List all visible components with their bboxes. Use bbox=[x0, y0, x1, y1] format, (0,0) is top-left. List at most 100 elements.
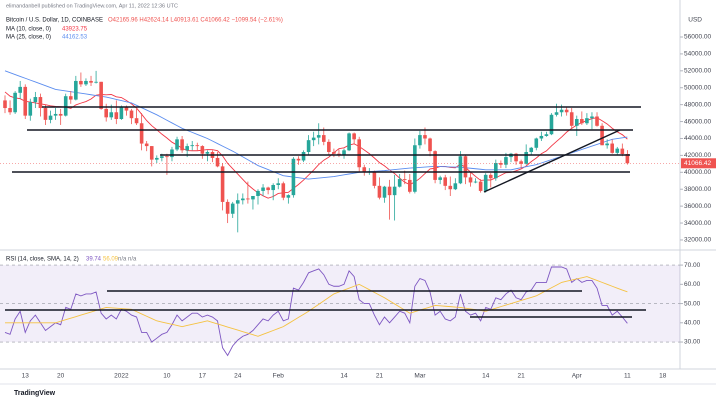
x-tick-label: 17 bbox=[199, 373, 207, 380]
candle-body bbox=[488, 174, 493, 179]
candle-body bbox=[266, 187, 270, 191]
candle-body bbox=[79, 80, 83, 85]
y-tick-label: 50000.00 bbox=[684, 84, 711, 91]
candle-body bbox=[443, 177, 448, 186]
candle-body bbox=[392, 186, 397, 196]
y-tick-label: 30.00 bbox=[684, 339, 701, 346]
candle-body bbox=[514, 153, 518, 162]
candle-body bbox=[494, 163, 498, 179]
candle-body bbox=[357, 139, 361, 168]
candle-body bbox=[185, 146, 189, 151]
candle-body bbox=[468, 177, 473, 183]
candle-body bbox=[3, 100, 7, 109]
trend-line bbox=[483, 129, 621, 193]
legend-value: 43923.75 bbox=[62, 27, 88, 33]
legend-value: 39.74 bbox=[86, 257, 102, 263]
candle-body bbox=[251, 195, 255, 200]
candle-body bbox=[332, 152, 336, 154]
candle-body bbox=[625, 153, 630, 164]
candle-body bbox=[549, 114, 554, 135]
y-tick-label: 46000.00 bbox=[684, 118, 711, 125]
series-line bbox=[4, 70, 628, 180]
legend-extra: n/a n/a bbox=[118, 257, 137, 263]
candle-body bbox=[499, 163, 503, 165]
rsi-title: RSI (14, close, SMA, 14, 2) bbox=[6, 257, 79, 263]
candle-body bbox=[504, 157, 508, 165]
candle-body bbox=[195, 145, 200, 147]
candle-body bbox=[524, 152, 528, 164]
candle-body bbox=[483, 174, 488, 191]
candle-body bbox=[433, 151, 437, 180]
candle-body bbox=[377, 185, 382, 198]
candle-body bbox=[306, 140, 311, 153]
candle-body bbox=[89, 80, 93, 83]
candle-body bbox=[200, 146, 205, 154]
candle-body bbox=[180, 139, 184, 151]
published-note: elimandanbell published on TradingView.c… bbox=[6, 3, 178, 9]
y-tick-label: 44000.00 bbox=[684, 135, 711, 142]
y-tick-label: 42000.00 bbox=[684, 152, 711, 159]
legend-value: 56.09 bbox=[103, 257, 119, 263]
candle-body bbox=[74, 80, 78, 100]
candle-body bbox=[286, 195, 291, 198]
candle-body bbox=[569, 112, 574, 126]
candle-body bbox=[478, 181, 483, 191]
candle-body bbox=[382, 186, 387, 198]
candle-body bbox=[321, 135, 326, 142]
candle-body bbox=[165, 156, 169, 158]
series-line bbox=[4, 266, 628, 357]
candle-body bbox=[539, 135, 544, 139]
candle-body bbox=[99, 81, 103, 109]
candle-body bbox=[84, 80, 88, 85]
candle-body bbox=[402, 179, 407, 180]
candle-body bbox=[463, 156, 468, 178]
candle-body bbox=[271, 184, 275, 191]
legend-value: 44162.53 bbox=[62, 35, 88, 41]
candle-body bbox=[58, 113, 63, 116]
candle-body bbox=[261, 187, 265, 191]
candle-body bbox=[327, 141, 331, 153]
ohlc-legend: O42165.96 H42624.14 L40913.61 C41066.42 … bbox=[108, 18, 283, 24]
candle-body bbox=[23, 86, 28, 116]
candle-body bbox=[63, 96, 68, 116]
candle-body bbox=[352, 133, 356, 140]
candle-body bbox=[246, 198, 250, 200]
candle-body bbox=[149, 146, 154, 160]
x-tick-label: 13 bbox=[22, 373, 30, 380]
candle-body bbox=[544, 134, 549, 136]
y-tick-label: 70.00 bbox=[684, 262, 701, 269]
y-tick-label: 34000.00 bbox=[684, 220, 711, 227]
candle-body bbox=[225, 201, 230, 214]
candle-body bbox=[8, 108, 12, 113]
candle-body bbox=[281, 183, 286, 198]
x-tick-label: 10 bbox=[163, 373, 171, 380]
candle-body bbox=[438, 177, 442, 180]
candle-body bbox=[473, 181, 478, 183]
drawn-annotations bbox=[5, 106, 646, 318]
candle-body bbox=[129, 110, 134, 119]
candle-body bbox=[342, 150, 346, 155]
x-tick-label: Mar bbox=[414, 373, 426, 380]
candle-body bbox=[68, 96, 73, 100]
candle-body bbox=[215, 157, 220, 167]
x-tick-label: 21 bbox=[518, 373, 526, 380]
candle-body bbox=[48, 115, 53, 120]
candle-body bbox=[600, 125, 604, 146]
x-tick-label: 14 bbox=[340, 373, 348, 380]
candle-body bbox=[104, 108, 108, 118]
candle-body bbox=[413, 145, 417, 192]
legend-label: MA (25, close, 0) bbox=[6, 35, 51, 41]
candle-body bbox=[347, 133, 351, 151]
candle-body bbox=[175, 139, 179, 150]
x-tick-label: 14 bbox=[482, 373, 490, 380]
candle-body bbox=[134, 118, 139, 124]
candle-body bbox=[519, 161, 523, 164]
candle-body bbox=[114, 112, 119, 120]
x-tick-label: Apr bbox=[572, 373, 583, 380]
candle-body bbox=[580, 119, 584, 124]
candle-body bbox=[574, 119, 579, 126]
candle-body bbox=[372, 171, 377, 186]
candle-body bbox=[124, 107, 129, 111]
x-tick-label: 24 bbox=[234, 373, 242, 380]
